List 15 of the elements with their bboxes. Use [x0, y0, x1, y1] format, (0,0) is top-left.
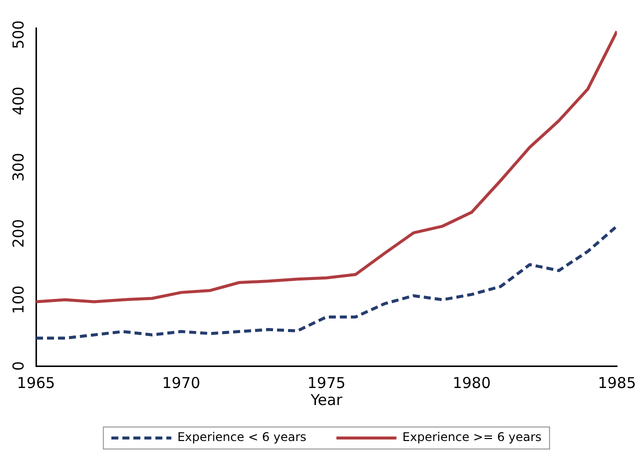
legend-label: Experience < 6 years: [177, 430, 306, 444]
y-tick-label: 200: [9, 219, 28, 248]
line-series: [36, 224, 617, 340]
x-tick-label: 1975: [307, 374, 346, 392]
y-tick-label: 400: [9, 86, 28, 116]
legend-label: Experience >= 6 years: [402, 430, 542, 444]
x-tick-label: 1970: [162, 374, 200, 392]
y-tick-label: 500: [9, 20, 28, 49]
y-tick-label: 300: [9, 152, 28, 182]
x-tick-label: 1985: [598, 374, 636, 392]
x-tick-label: 1980: [452, 374, 491, 392]
x-tick-label: 1965: [16, 374, 56, 392]
x-axis-title: Year: [310, 390, 344, 409]
y-tick-label: 100: [9, 285, 28, 314]
y-tick-label: 0: [9, 361, 28, 371]
